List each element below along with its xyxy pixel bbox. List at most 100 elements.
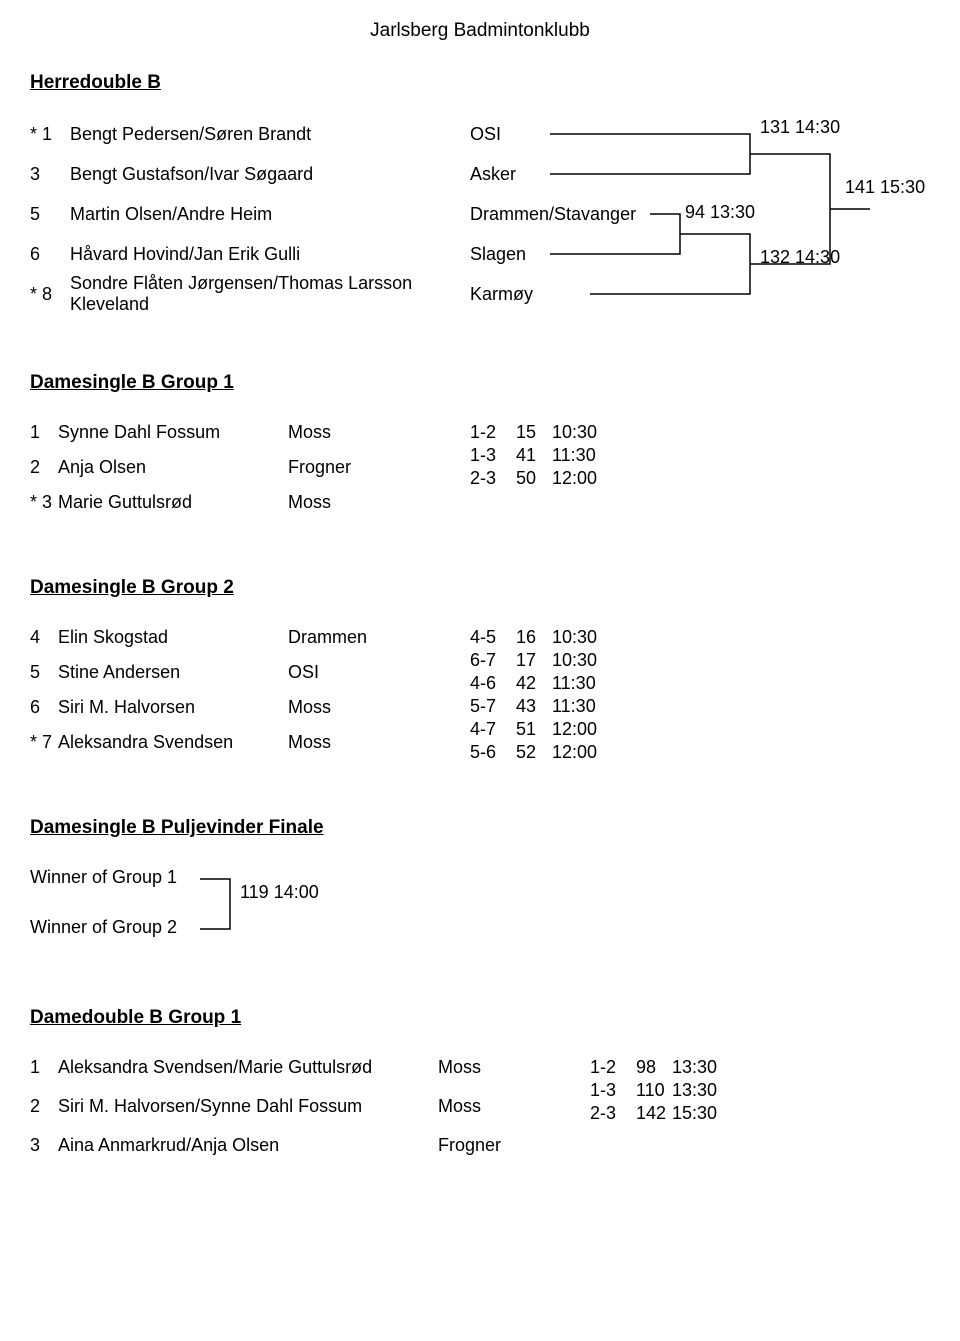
group1-title: Damesingle B Group 1	[30, 372, 930, 394]
group2-matches: 4-5 16 10:30 6-7 17 10:30 4-6 42 11:30 5…	[470, 627, 612, 767]
match-num: 41	[516, 445, 552, 466]
club: Moss	[438, 1096, 558, 1117]
match-pair: 1-2	[590, 1057, 636, 1078]
group1-matches: 1-2 15 10:30 1-3 41 11:30 2-3 50 12:00	[470, 422, 612, 527]
seed: 3	[30, 1135, 58, 1156]
club: Frogner	[288, 457, 408, 478]
player-name: Bengt Pedersen/Søren Brandt	[70, 124, 470, 145]
match-time: 15:30	[672, 1103, 732, 1124]
club: Moss	[288, 697, 408, 718]
match-num: 98	[636, 1057, 672, 1078]
group2-title: Damesingle B Group 2	[30, 577, 930, 599]
player-name: Anja Olsen	[58, 457, 288, 478]
club: Moss	[288, 492, 408, 513]
player-name: Håvard Hovind/Jan Erik Gulli	[70, 244, 470, 265]
match-num: 50	[516, 468, 552, 489]
player-name: Sondre Flåten Jørgensen/Thomas Larsson K…	[70, 273, 470, 315]
player-name: Stine Andersen	[58, 662, 288, 683]
match-132: 132 14:30	[760, 247, 840, 268]
match-pair: 6-7	[470, 650, 516, 671]
match-num: 52	[516, 742, 552, 763]
match-time: 12:00	[552, 742, 612, 763]
match-119: 119 14:00	[240, 882, 319, 903]
herredouble-title: Herredouble B	[30, 72, 930, 94]
match-131: 131 14:30	[760, 117, 840, 138]
club: Moss	[288, 732, 408, 753]
seed: 5	[30, 662, 58, 683]
club: Frogner	[438, 1135, 558, 1156]
group1-section: Damesingle B Group 1 1 Synne Dahl Fossum…	[30, 372, 930, 527]
match-pair: 4-6	[470, 673, 516, 694]
match-time: 12:00	[552, 468, 612, 489]
seed: 3	[30, 164, 70, 185]
match-pair: 1-3	[590, 1080, 636, 1101]
player-name: Aleksandra Svendsen	[58, 732, 288, 753]
match-time: 11:30	[552, 445, 612, 466]
player-name: Martin Olsen/Andre Heim	[70, 204, 470, 225]
seed: * 7	[30, 732, 58, 753]
herredouble-bracket: * 1 Bengt Pedersen/Søren Brandt OSI 3 Be…	[30, 122, 930, 322]
club: Moss	[288, 422, 408, 443]
match-time: 11:30	[552, 673, 612, 694]
match-num: 142	[636, 1103, 672, 1124]
seed: * 8	[30, 284, 70, 305]
match-pair: 4-7	[470, 719, 516, 740]
club: OSI	[288, 662, 408, 683]
match-num: 110	[636, 1080, 672, 1101]
seed: * 1	[30, 124, 70, 145]
seed: 6	[30, 244, 70, 265]
herredouble-section: Herredouble B * 1 Bengt Pedersen/Søren B…	[30, 72, 930, 322]
player-name: Synne Dahl Fossum	[58, 422, 288, 443]
match-94: 94 13:30	[685, 202, 755, 223]
club: Karmøy	[470, 284, 630, 305]
match-pair: 1-2	[470, 422, 516, 443]
seed: * 3	[30, 492, 58, 513]
match-num: 16	[516, 627, 552, 648]
match-num: 15	[516, 422, 552, 443]
finale-section: Damesingle B Puljevinder Finale Winner o…	[30, 817, 930, 957]
player-name: Aleksandra Svendsen/Marie Guttulsrød	[58, 1057, 438, 1078]
match-time: 10:30	[552, 650, 612, 671]
seed: 1	[30, 422, 58, 443]
match-num: 42	[516, 673, 552, 694]
match-time: 10:30	[552, 627, 612, 648]
club: OSI	[470, 124, 630, 145]
seed: 5	[30, 204, 70, 225]
finale-title: Damesingle B Puljevinder Finale	[30, 817, 930, 839]
match-time: 11:30	[552, 696, 612, 717]
damedouble-section: Damedouble B Group 1 1 Aleksandra Svends…	[30, 1007, 930, 1174]
match-pair: 2-3	[470, 468, 516, 489]
winner-g1: Winner of Group 1	[30, 867, 177, 888]
match-141: 141 15:30	[845, 177, 925, 198]
match-pair: 2-3	[590, 1103, 636, 1124]
seed: 6	[30, 697, 58, 718]
match-num: 51	[516, 719, 552, 740]
winner-g2: Winner of Group 2	[30, 917, 177, 938]
club: Moss	[438, 1057, 558, 1078]
seed: 1	[30, 1057, 58, 1078]
club: Drammen	[288, 627, 408, 648]
match-time: 13:30	[672, 1080, 732, 1101]
club: Slagen	[470, 244, 630, 265]
page-header: Jarlsberg Badmintonklubb	[30, 20, 930, 42]
match-pair: 1-3	[470, 445, 516, 466]
match-time: 12:00	[552, 719, 612, 740]
match-num: 17	[516, 650, 552, 671]
group2-section: Damesingle B Group 2 4 Elin Skogstad Dra…	[30, 577, 930, 767]
seed: 2	[30, 457, 58, 478]
seed: 2	[30, 1096, 58, 1117]
match-pair: 5-7	[470, 696, 516, 717]
player-name: Siri M. Halvorsen/Synne Dahl Fossum	[58, 1096, 438, 1117]
player-name: Aina Anmarkrud/Anja Olsen	[58, 1135, 438, 1156]
player-name: Marie Guttulsrød	[58, 492, 288, 513]
match-pair: 5-6	[470, 742, 516, 763]
match-pair: 4-5	[470, 627, 516, 648]
seed: 4	[30, 627, 58, 648]
match-time: 10:30	[552, 422, 612, 443]
club: Drammen/Stavanger	[470, 204, 630, 225]
club: Asker	[470, 164, 630, 185]
player-name: Elin Skogstad	[58, 627, 288, 648]
player-name: Siri M. Halvorsen	[58, 697, 288, 718]
player-name: Bengt Gustafson/Ivar Søgaard	[70, 164, 470, 185]
damedouble-matches: 1-2 98 13:30 1-3 110 13:30 2-3 142 15:30	[590, 1057, 732, 1174]
